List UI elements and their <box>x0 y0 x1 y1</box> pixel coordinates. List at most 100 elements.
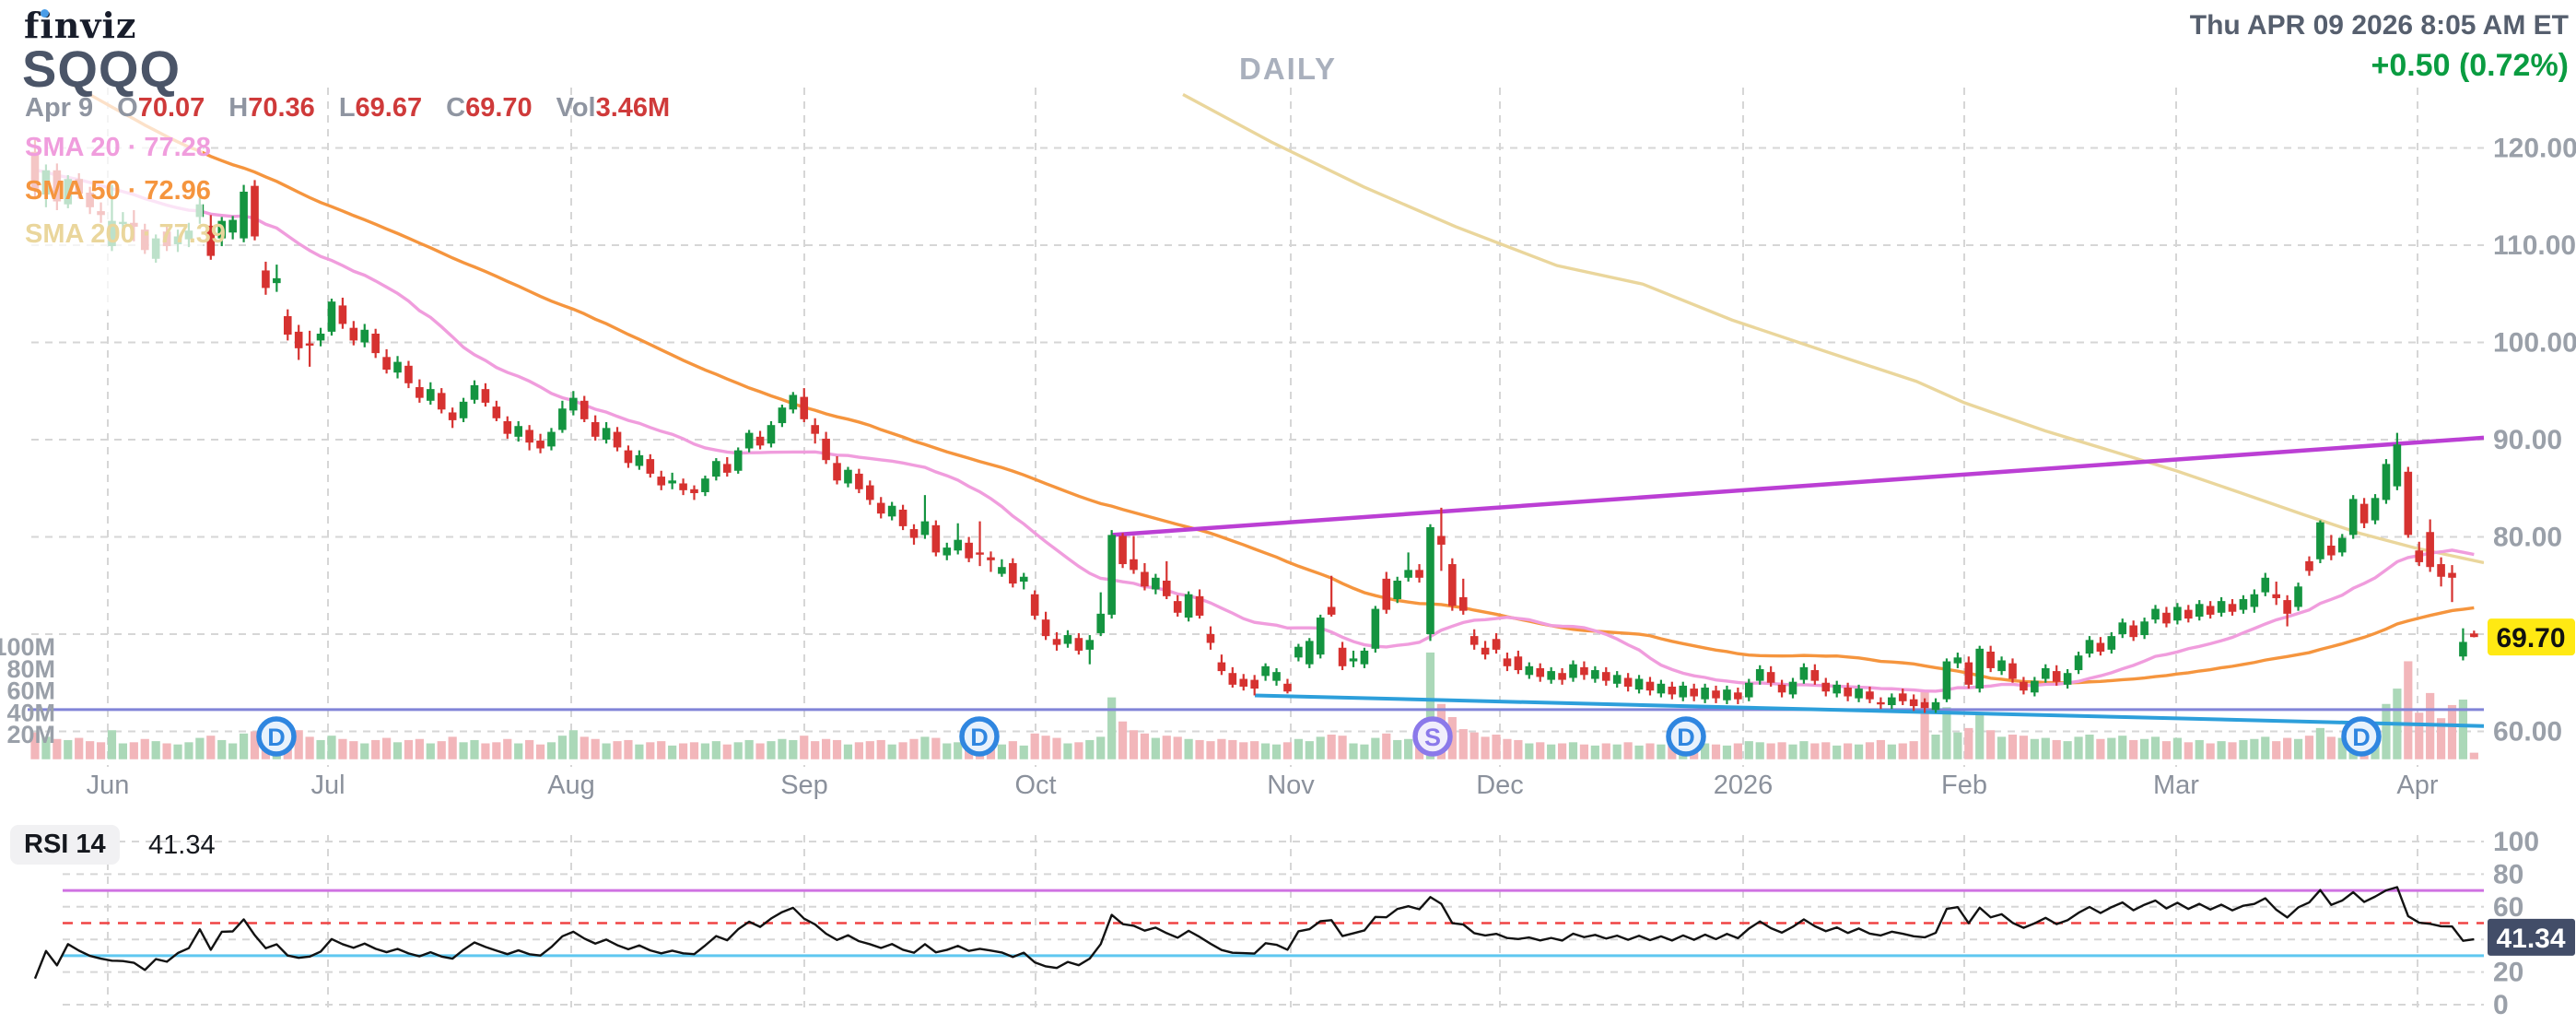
volume-bar <box>448 736 457 759</box>
candle-body <box>2371 498 2380 521</box>
volume-bar <box>162 743 171 759</box>
volume-bar <box>481 743 490 759</box>
svg-text:60.00: 60.00 <box>2493 717 2562 748</box>
volume-bar <box>1953 732 1962 759</box>
volume-bar <box>2250 738 2259 759</box>
volume-bar <box>1865 742 1875 759</box>
volume-bar <box>2458 700 2468 759</box>
candle-body <box>1107 535 1116 615</box>
svg-text:Sep: Sep <box>780 771 828 800</box>
candle-body <box>1525 665 1534 676</box>
volume-bar <box>1030 733 1039 759</box>
candle-body <box>976 552 984 555</box>
candle-body <box>2437 564 2445 577</box>
svg-text:80: 80 <box>2493 859 2523 889</box>
candle-body <box>273 277 281 284</box>
candle-body <box>789 394 798 410</box>
candle-body <box>2041 667 2050 679</box>
gridlines <box>31 88 2484 1007</box>
candle-body <box>1623 677 1633 687</box>
volume-bar <box>1887 744 1896 759</box>
volume-bar <box>459 742 468 759</box>
volume-bar <box>887 744 896 759</box>
volume-bar <box>1052 737 1061 759</box>
candle-body <box>2316 522 2324 559</box>
candle-body <box>2327 545 2336 556</box>
candle-body <box>1855 689 1863 699</box>
candle-body <box>2359 503 2369 524</box>
candle-body <box>283 316 292 336</box>
candle-body <box>2107 636 2116 650</box>
volume-bar <box>1492 735 1501 759</box>
volume-bar <box>2436 718 2446 759</box>
volume-bar <box>1514 739 1523 759</box>
candle-body <box>646 459 655 474</box>
candle-body <box>866 485 874 500</box>
volume-bars <box>30 652 2478 759</box>
volume-bar <box>1832 745 1842 759</box>
volume-bar <box>1404 738 1413 759</box>
volume-bar <box>2283 737 2292 759</box>
dividend-marker[interactable]: D <box>2341 716 2382 757</box>
candle-body <box>1866 691 1874 700</box>
volume-bar <box>1228 739 1237 759</box>
volume-bar <box>778 738 787 759</box>
svg-text:Dec: Dec <box>1476 771 1524 800</box>
volume-bar <box>2239 739 2248 759</box>
volume-bar <box>129 742 138 759</box>
volume-bar <box>2469 752 2478 759</box>
volume-bar <box>1349 743 1358 759</box>
candle-body <box>1404 570 1412 578</box>
volume-bar <box>2041 737 2050 759</box>
volume-bar <box>2206 743 2215 759</box>
candle-body <box>305 343 314 346</box>
volume-bar <box>1536 742 1545 759</box>
dividend-marker[interactable]: D <box>959 716 1000 757</box>
svg-text:60: 60 <box>2493 892 2523 923</box>
svg-text:Aug: Aug <box>547 771 595 800</box>
volume-bar <box>2172 737 2182 759</box>
candle-body <box>1964 662 1973 685</box>
candle-body <box>1986 651 1995 668</box>
volume-bar <box>668 745 677 759</box>
candle-body <box>2151 608 2160 620</box>
split-marker[interactable]: S <box>1412 716 1453 757</box>
dividend-marker[interactable]: D <box>256 716 297 757</box>
rsi-panel <box>33 886 2484 980</box>
volume-bar <box>613 741 622 759</box>
candle-body <box>755 436 765 446</box>
volume-bar <box>86 741 95 759</box>
volume-bar <box>294 730 303 759</box>
candle-body <box>503 420 512 434</box>
volume-bar <box>2063 741 2072 759</box>
candle-body <box>206 225 216 256</box>
rsi-value-badge: 41.34 <box>2488 918 2575 956</box>
candle-body <box>459 401 468 418</box>
volume-bar <box>1327 735 1336 759</box>
volume-bar <box>1568 742 1578 759</box>
candle-body <box>525 430 533 443</box>
candle-body <box>2470 633 2478 638</box>
volume-bar <box>1964 727 1973 759</box>
candle-body <box>701 478 709 492</box>
candle-body <box>833 463 841 481</box>
candle-body <box>2063 673 2072 685</box>
candle-body <box>613 431 622 448</box>
volume-bar <box>1844 743 1853 759</box>
dividend-marker[interactable]: D <box>1666 716 1706 757</box>
rsi-indicator-label[interactable]: RSI 14 <box>10 825 120 865</box>
volume-bar <box>30 732 40 759</box>
volume-bar <box>327 736 336 759</box>
candle-body <box>1393 580 1401 600</box>
volume-bar <box>711 741 720 759</box>
candle-body <box>624 450 633 464</box>
candle-body <box>1634 678 1644 690</box>
candle-body <box>2393 444 2402 487</box>
candle-body <box>251 185 259 237</box>
candle-body <box>1569 664 1577 678</box>
candle-body <box>2031 680 2039 693</box>
volume-bar <box>1799 741 1809 759</box>
volume-bar <box>2019 736 2029 759</box>
volume-bar <box>404 739 414 759</box>
volume-bar <box>755 743 765 759</box>
